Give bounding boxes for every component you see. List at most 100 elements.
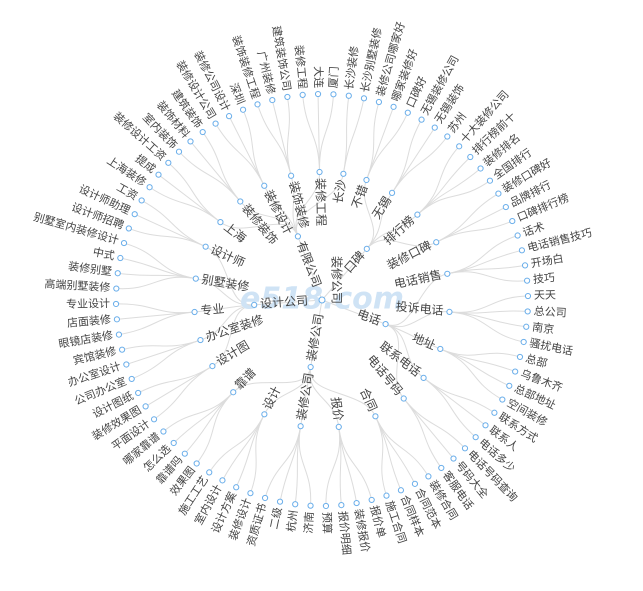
leaf-label: 二级 [267,506,284,530]
group-label: 装修工程 [313,178,329,226]
link [141,200,206,248]
link [366,239,437,250]
leaf-label: 报价明细 [336,510,354,555]
link [178,151,241,202]
link [167,162,221,223]
group-label: 上海 [221,219,249,246]
node [433,239,440,246]
link [391,119,422,194]
node [418,116,425,123]
link [116,276,196,290]
node [225,113,233,120]
node [247,490,254,497]
node [192,275,199,282]
node [335,423,342,430]
node [368,496,375,504]
link [365,101,380,181]
node [523,277,531,284]
node [125,225,132,232]
link [366,192,393,250]
leaf-label: 南京 [531,320,555,337]
node [191,308,198,316]
link [309,366,340,427]
node [523,323,530,330]
leaf-label: 技巧 [532,271,555,286]
node [390,103,397,110]
link [417,180,491,216]
link [310,366,376,417]
node [411,480,419,487]
link [403,398,442,469]
node [112,300,120,308]
node [472,434,479,441]
node [520,338,527,346]
node [314,90,322,98]
node [388,189,396,196]
link [449,295,528,313]
node [120,239,128,247]
node [353,499,360,507]
link [149,186,221,223]
node [165,159,172,166]
leaf-label: 天天 [534,289,556,302]
node [521,262,529,269]
branch-label: 装修公司 [303,312,326,362]
node [288,172,295,179]
link [163,391,234,432]
link [385,323,424,379]
nodes: 装修公司哪家好哪家装修好口碑好无锡装修公司无锡装饰苏州十大装修公司排行榜前十装修… [32,20,593,555]
node [514,232,521,239]
node [146,184,153,191]
node [372,413,379,420]
node [499,396,506,403]
node [254,101,261,108]
link [212,304,255,367]
link [264,426,302,499]
link [449,311,524,343]
link [286,96,292,176]
node [446,308,453,315]
node [239,106,247,113]
link [423,377,477,438]
link [200,304,255,341]
link [202,131,241,202]
node [486,177,494,184]
link [440,348,521,358]
node [187,138,194,145]
group-label: 设计图 [214,338,252,369]
node [217,219,224,226]
node [477,165,484,172]
node [397,487,405,494]
node [269,96,276,104]
node [467,153,474,161]
link [319,94,334,173]
leaf-label: 济南 [301,511,316,534]
link [385,323,405,399]
node [199,128,206,136]
node [414,211,421,218]
node [502,203,509,211]
link [338,426,373,501]
node [338,501,345,509]
group-label: 设计师 [208,242,247,270]
link [366,214,418,250]
leaf-label: 中式 [92,245,116,262]
node [307,502,314,509]
link [257,104,292,176]
node [261,411,268,418]
node [444,270,451,277]
node [142,403,149,410]
node [276,498,284,505]
node [383,492,390,499]
node [114,270,121,277]
node [113,285,120,292]
group-label: 专业 [200,301,225,318]
link [440,348,503,400]
leaf-label: 高端别墅装修 [44,277,111,295]
link [298,426,312,506]
link [423,377,495,414]
group-label: 不错 [349,183,370,210]
node [131,211,138,218]
node [360,95,368,102]
links [116,94,528,506]
